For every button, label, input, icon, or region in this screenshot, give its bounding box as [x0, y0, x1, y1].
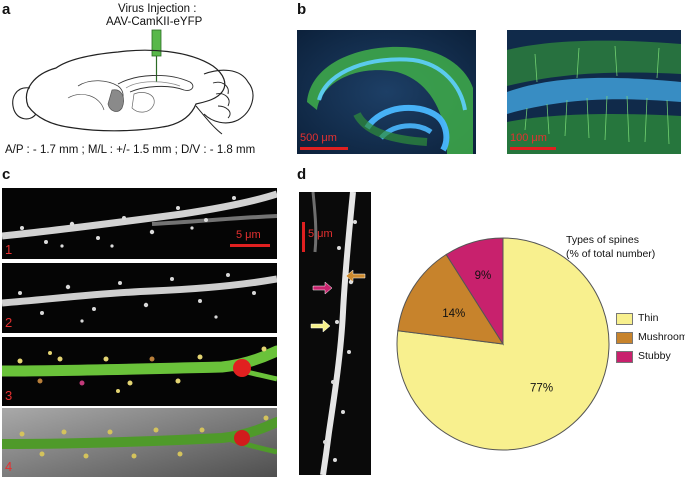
- brain-sagittal-diagram: [12, 29, 254, 135]
- chart-title: Types of spines: [566, 234, 639, 246]
- dendrite-reconstruction-3: 3: [2, 337, 277, 406]
- pie-label-thin: 77%: [530, 383, 553, 395]
- pie-label-mushroom: 14%: [442, 308, 465, 320]
- panel-label-a: a: [2, 1, 11, 18]
- legend-label-mushroom: Mushroom: [638, 331, 685, 343]
- strip-number-1: 1: [5, 242, 13, 257]
- dendrite-raw-image-2: 2: [2, 263, 277, 333]
- dendrite-reconstruction-4: 4: [2, 408, 277, 477]
- legend-swatch-thin: [616, 313, 633, 325]
- panel-label-b: b: [297, 1, 307, 18]
- injection-virus: AAV-CamKII-eYFP: [106, 16, 203, 28]
- legend-swatch-mushroom: [616, 332, 633, 344]
- injection-coordinates: A/P : - 1.7 mm ; M/L : +/- 1.5 mm ; D/V …: [5, 144, 256, 156]
- injection-title: Virus Injection :: [118, 3, 197, 15]
- strip-number-2: 2: [5, 315, 13, 330]
- panel-label-c: c: [2, 166, 11, 183]
- dendrite-raw-image-1: 1 5 μm: [2, 188, 277, 259]
- pie-slice-mushroom: [397, 253, 504, 345]
- legend-label-stubby: Stubby: [638, 350, 671, 362]
- mushroom-arrow-icon: [345, 269, 366, 283]
- legend-label-thin: Thin: [638, 312, 659, 324]
- stubby-arrow-icon: [312, 281, 333, 295]
- panel-label-d: d: [297, 166, 307, 183]
- hippocampus-micrograph-high-mag: 100 μm: [507, 30, 681, 154]
- scalebar-5um-c: 5 μm: [236, 229, 261, 241]
- spine-types-pie-chart: 77% 14% 9%: [396, 237, 610, 451]
- single-dendrite-image: 5 μm: [299, 192, 371, 475]
- injection-needle-icon: [151, 29, 162, 57]
- scalebar-500um: 500 μm: [300, 132, 337, 144]
- pie-label-stubby: 9%: [475, 270, 492, 282]
- pie-slice-stubby: [445, 237, 504, 346]
- chart-subtitle: (% of total number): [566, 248, 656, 260]
- strip-number-3: 3: [5, 388, 13, 403]
- hippocampus-micrograph-low-mag: 500 μm: [297, 30, 476, 154]
- legend-swatch-stubby: [616, 351, 633, 363]
- scalebar-100um: 100 μm: [510, 132, 547, 144]
- strip-number-4: 4: [5, 459, 13, 474]
- thin-arrow-icon: [310, 319, 331, 333]
- scalebar-5um-d: 5 μm: [308, 228, 333, 240]
